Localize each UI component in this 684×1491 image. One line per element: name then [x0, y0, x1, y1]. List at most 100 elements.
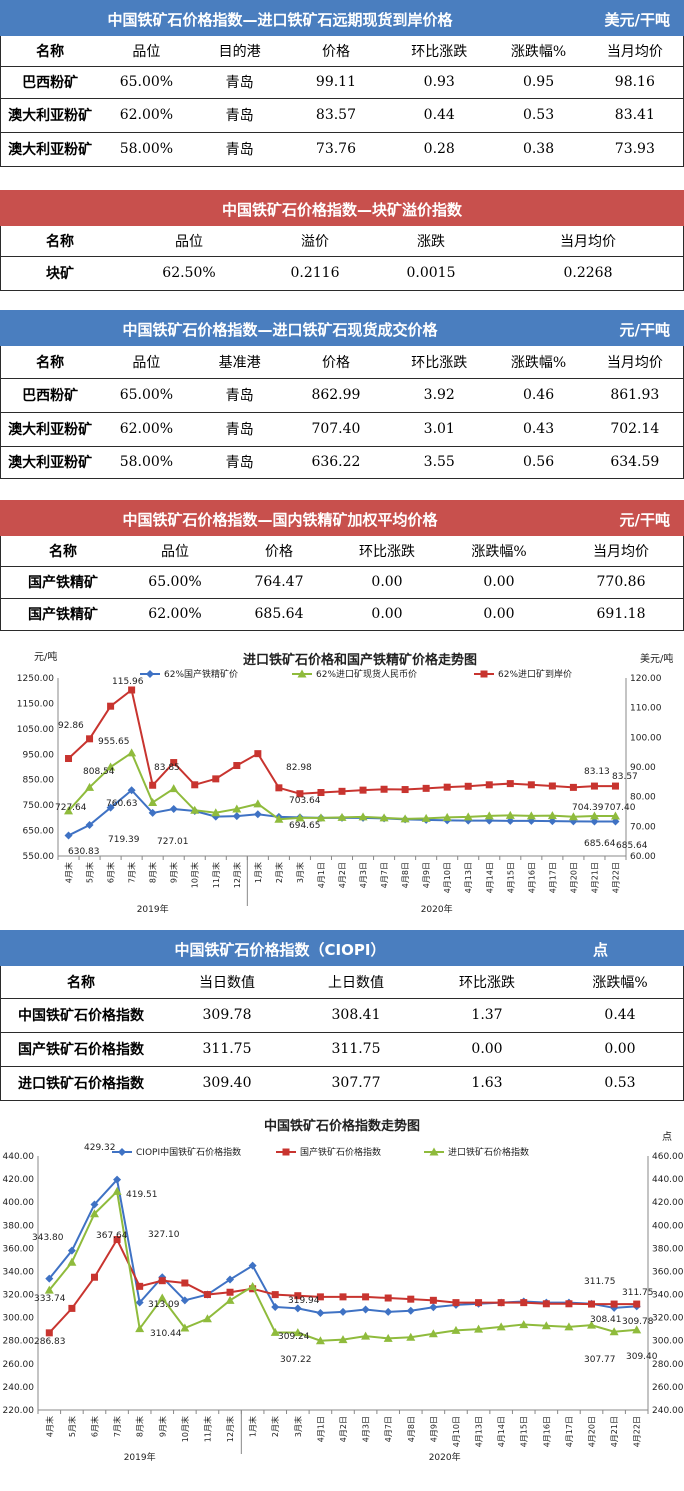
- x-tick-label: 4月8日: [407, 1416, 416, 1442]
- x-tick-label: 4月22日: [611, 862, 620, 893]
- data-point-marker: [112, 1186, 122, 1195]
- cell: 青岛: [193, 65, 286, 98]
- data-point-marker: [67, 1246, 76, 1255]
- cell: 83.41: [584, 97, 684, 132]
- data-point-marker: [611, 782, 619, 790]
- cell: 3.55: [386, 445, 493, 478]
- data-point-marker: [232, 812, 241, 821]
- table-title: 中国铁矿石价格指数—国内铁精矿加权平均价格: [122, 511, 438, 529]
- price-trend-svg: 进口铁矿石价格和国产铁精矿价格走势图 元/吨 美元/吨 1250.00 1150.00 1…: [17, 650, 674, 915]
- data-point-marker: [254, 750, 262, 758]
- data-label: 955.65: [98, 737, 130, 747]
- data-point-marker: [590, 782, 598, 790]
- x-tick-label: 11月末: [202, 1416, 212, 1442]
- x-tick-label: 4月20日: [569, 862, 578, 893]
- x-tick-label: 4月21日: [610, 1416, 619, 1447]
- cell: 702.14: [584, 411, 684, 446]
- data-point-marker: [443, 783, 451, 791]
- data-label: 92.86: [58, 721, 84, 731]
- data-point-marker: [106, 762, 116, 771]
- column-header: 目的港: [218, 43, 261, 60]
- x-tick-label: 4月9日: [422, 862, 431, 888]
- x-tick-label: 4月7日: [384, 1416, 393, 1442]
- data-label: 309.40: [626, 1352, 658, 1362]
- column-header: 品位: [161, 543, 189, 560]
- table-row: 块矿 62.50% 0.2116 0.0015 0.2268: [1, 255, 684, 290]
- column-header: 涨跌幅%: [471, 543, 527, 560]
- x-tick-label: 8月末: [135, 1416, 145, 1437]
- cell: 青岛: [193, 411, 286, 446]
- cell: 707.40: [285, 411, 387, 446]
- data-point-marker: [541, 1321, 551, 1330]
- data-point-marker: [569, 783, 577, 791]
- data-point-marker: [170, 759, 178, 767]
- data-point-marker: [135, 1324, 145, 1333]
- data-point-marker: [149, 781, 157, 789]
- data-point-marker: [45, 1329, 53, 1337]
- y-tick-label: 650.00: [23, 827, 55, 837]
- legend-label: 进口铁矿石价格指数: [448, 1146, 529, 1158]
- column-header: 涨跌幅%: [510, 43, 567, 60]
- data-point-marker: [505, 810, 515, 819]
- x-tick-label: 4月22日: [633, 1416, 642, 1447]
- y-tick-label: 260.00: [3, 1360, 35, 1370]
- data-label: 307.22: [280, 1355, 312, 1365]
- table-row: 国产铁精矿 65.00% 764.47 0.00 0.00 770.86: [1, 565, 684, 598]
- data-point-marker: [68, 1304, 76, 1312]
- x-tick-label: 2月末: [270, 1416, 280, 1437]
- data-point-marker: [316, 1309, 325, 1318]
- cell: 65.00%: [99, 65, 194, 98]
- data-point-marker: [451, 1325, 461, 1334]
- y2-tick-label: 80.00: [630, 793, 656, 803]
- column-header: 环比涨跌: [411, 354, 468, 371]
- cell: 0.28: [386, 131, 493, 166]
- data-point-marker: [519, 1320, 529, 1329]
- data-label: 309.24: [278, 1332, 310, 1342]
- table-header-bar: 中国铁矿石价格指数—进口铁矿石远期现货到岸价格 美元/干吨: [0, 0, 684, 36]
- data-point-marker: [282, 1148, 290, 1156]
- column-header: 品位: [132, 354, 161, 371]
- cell: 1.63: [419, 1065, 555, 1100]
- x-tick-label: 7月末: [127, 862, 137, 883]
- cell: 0.00: [441, 565, 557, 598]
- ciopi-trend-chart: 中国铁矿石价格指数走势图点 440.00 420.00 400.00 380.00 360…: [0, 1108, 684, 1487]
- data-point-marker: [169, 804, 178, 813]
- data-label: 309.78: [622, 1317, 654, 1327]
- table-row: 中国铁矿石价格指数 309.78 308.41 1.37 0.44: [1, 997, 684, 1032]
- x-tick-label: 4月9日: [429, 1416, 438, 1442]
- data-point-marker: [64, 831, 73, 840]
- group-label: 2020年: [429, 1451, 461, 1463]
- y-tick-label: 850.00: [23, 776, 55, 786]
- data-point-marker: [475, 1299, 483, 1307]
- cell: 0.44: [555, 997, 684, 1032]
- column-header: 环比涨跌: [411, 43, 468, 60]
- data-point-marker: [127, 786, 136, 795]
- data-point-marker: [89, 1209, 99, 1218]
- cell: 308.41: [293, 997, 419, 1032]
- cell: 309.78: [161, 997, 293, 1032]
- cell: 636.22: [285, 445, 387, 478]
- data-point-marker: [358, 812, 368, 821]
- data-point-marker: [565, 1300, 573, 1308]
- cell: 0.44: [386, 97, 493, 132]
- table-header-bar: 中国铁矿石价格指数（CIOPI） 点: [0, 930, 684, 966]
- x-tick-label: 4月末: [44, 1416, 54, 1437]
- data-point-marker: [136, 1282, 144, 1290]
- y2-tick-label: 420.00: [652, 1198, 684, 1208]
- row-name: 澳大利亚粉矿: [1, 131, 100, 166]
- data-point-marker: [361, 1331, 371, 1340]
- row-name: 澳大利亚粉矿: [1, 445, 100, 478]
- data-point-marker: [339, 1293, 347, 1301]
- table-unit: 元/干吨: [619, 511, 670, 529]
- y-tick-label: 550.00: [23, 852, 55, 862]
- column-header: 价格: [321, 354, 350, 371]
- cell: 99.11: [285, 65, 387, 98]
- y2-tick-label: 320.00: [652, 1314, 684, 1324]
- data-label: 704.39: [572, 803, 604, 813]
- x-tick-label: 4月10日: [443, 862, 452, 893]
- table-row: 澳大利亚粉矿 62.00% 青岛 83.57 0.44 0.53 83.41: [1, 97, 684, 132]
- data-point-marker: [295, 813, 305, 822]
- data-point-marker: [588, 1300, 596, 1308]
- data-point-marker: [496, 1322, 506, 1331]
- y2-tick-label: 90.00: [630, 763, 656, 773]
